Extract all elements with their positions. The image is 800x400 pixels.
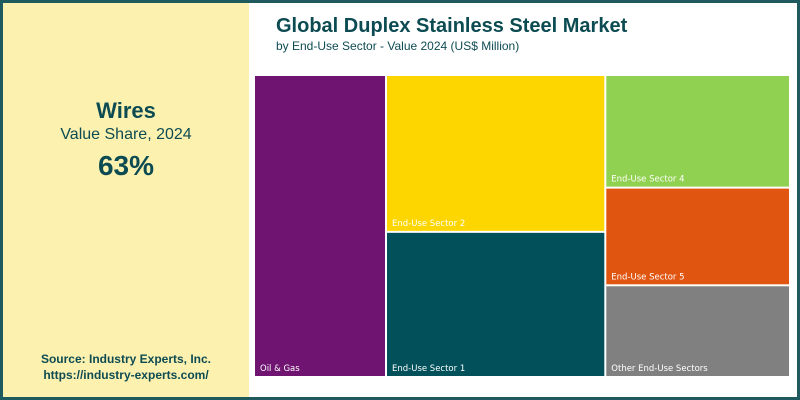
chart-header: Global Duplex Stainless Steel Market by … [276,14,786,54]
chart-title: Global Duplex Stainless Steel Market [276,15,628,37]
highlight-segment: Wires [96,98,156,123]
source-name: Source: Industry Experts, Inc. [40,352,212,366]
treemap-label-sector-1: End-Use Sector 1 [392,364,465,374]
source-url[interactable]: https://industry-experts.com/ [43,368,209,382]
treemap-label-sector-4: End-Use Sector 4 [611,175,684,185]
treemap-tile-other-sectors [606,286,789,376]
highlight-value: 63% [97,150,155,181]
treemap-label-other-sectors: Other End-Use Sectors [611,364,708,374]
treemap-tile-sector-4 [606,76,789,187]
highlight-block: Wires Value Share, 2024 63% [3,98,249,186]
treemap-tile-oil-gas [255,76,386,376]
treemap-label-sector-2: End-Use Sector 2 [392,219,465,229]
treemap-tile-sector-2 [387,76,605,231]
highlight-subtitle: Value Share, 2024 [60,126,192,143]
source-block: Source: Industry Experts, Inc. https://i… [3,351,249,383]
treemap-label-oil-gas: Oil & Gas [260,364,300,374]
treemap-tile-sector-1 [387,232,605,376]
treemap-label-sector-5: End-Use Sector 5 [611,272,684,282]
treemap-chart: Oil & Gas End-Use Sector 2 End-Use Sector … [255,76,789,376]
treemap-tile-sector-5 [606,188,789,285]
highlight-panel: Wires Value Share, 2024 63% Source: Indu… [3,3,249,397]
chart-subtitle: by End-Use Sector - Value 2024 (US$ Mill… [276,39,520,53]
